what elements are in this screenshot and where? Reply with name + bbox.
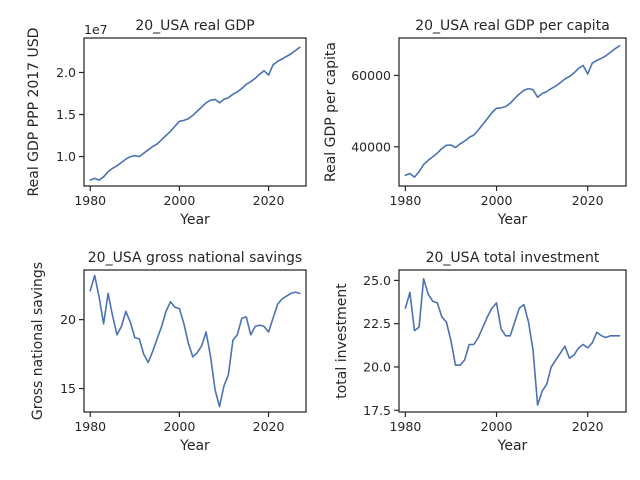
x-tick-label: 2000 — [481, 419, 513, 434]
x-axis-label: Year — [497, 212, 528, 228]
chart-title: 20_USA gross national savings — [88, 250, 302, 266]
x-axis-label: Year — [179, 438, 210, 454]
x-tick-label: 2000 — [163, 419, 195, 434]
y-tick-label: 60000 — [351, 68, 391, 83]
y-tick-label: 15 — [60, 381, 76, 396]
series-line — [89, 274, 301, 408]
plot-frame — [83, 37, 307, 187]
x-tick-label: 2000 — [481, 193, 513, 208]
y-axis-label: total investment — [334, 283, 350, 399]
x-tick-label: 2020 — [572, 419, 604, 434]
series-line — [404, 45, 621, 178]
y-tick-label: 20.0 — [363, 359, 391, 374]
x-tick-label: 1980 — [74, 193, 106, 208]
x-axis-label: Year — [179, 212, 210, 228]
y-axis-label: Gross national savings — [30, 262, 46, 420]
subplot-4: 1980 2000 2020 17.5 20.0 22.5 25.0 20_USA total… — [334, 250, 627, 454]
x-tick-label: 1980 — [74, 419, 106, 434]
y-offset-text: 1e7 — [84, 22, 108, 37]
x-tick-label: 2000 — [163, 193, 195, 208]
y-tick-label: 40000 — [351, 139, 391, 154]
plot-frame — [83, 269, 307, 413]
y-axis-label: Real GDP per capita — [323, 42, 339, 182]
x-tick-label: 2020 — [253, 193, 285, 208]
x-tick-label: 1980 — [389, 419, 421, 434]
x-tick-label: 2020 — [572, 193, 604, 208]
chart-title: 20_USA real GDP per capita — [415, 18, 610, 34]
y-tick-label: 1.5 — [56, 107, 76, 122]
x-tick-label: 2020 — [253, 419, 285, 434]
subplot-3: 1980 2000 2020 15 20 20_USA gross national sa… — [30, 250, 307, 454]
x-tick-label: 1980 — [389, 193, 421, 208]
y-tick-label: 1.0 — [56, 149, 76, 164]
y-tick-label: 22.5 — [363, 316, 391, 331]
series-line — [89, 46, 301, 181]
y-tick-label: 2.0 — [56, 65, 76, 80]
y-axis-label: Real GDP PPP 2017 USD — [26, 28, 42, 197]
subplot-1: 1980 2000 2020 1.0 1.5 2.0 20_USA real GDP Year… — [26, 18, 307, 228]
series-line — [404, 277, 621, 406]
x-axis-label: Year — [497, 438, 528, 454]
y-tick-label: 17.5 — [363, 403, 391, 418]
chart-title: 20_USA real GDP — [135, 18, 254, 34]
y-tick-label: 20 — [60, 312, 76, 327]
subplot-2: 1980 2000 2020 40000 60000 20_USA real GDP pe… — [323, 18, 627, 228]
plot-frame — [398, 269, 627, 413]
chart-title: 20_USA total investment — [426, 250, 600, 266]
plot-frame — [398, 37, 627, 187]
y-tick-label: 25.0 — [363, 273, 391, 288]
